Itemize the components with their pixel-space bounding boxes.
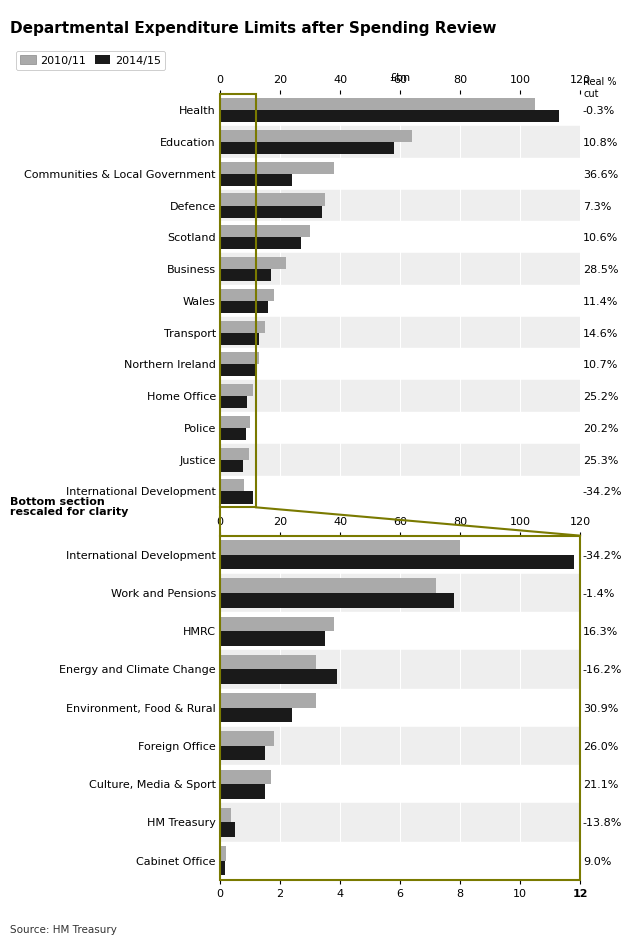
Bar bbox=[220, 285, 580, 317]
Bar bbox=[220, 803, 580, 841]
Bar bbox=[220, 222, 580, 253]
Bar bbox=[220, 593, 454, 607]
Bar bbox=[220, 769, 271, 785]
Bar bbox=[220, 861, 226, 875]
Bar bbox=[220, 321, 265, 333]
Bar bbox=[220, 491, 253, 504]
Bar bbox=[220, 190, 580, 222]
Bar bbox=[220, 353, 259, 364]
Bar bbox=[220, 536, 580, 574]
Bar bbox=[220, 707, 292, 722]
Bar bbox=[220, 238, 301, 249]
Bar bbox=[220, 765, 580, 803]
Bar bbox=[220, 333, 259, 344]
Bar bbox=[220, 317, 580, 349]
Bar bbox=[220, 574, 580, 612]
Bar bbox=[220, 110, 559, 123]
Bar bbox=[220, 416, 250, 428]
Bar bbox=[220, 130, 412, 142]
Bar bbox=[220, 732, 274, 746]
Bar bbox=[220, 448, 249, 459]
Bar bbox=[220, 98, 535, 110]
Bar bbox=[220, 785, 265, 799]
Bar bbox=[220, 225, 310, 238]
Bar bbox=[220, 206, 322, 218]
Text: rescaled for clarity: rescaled for clarity bbox=[10, 507, 128, 518]
Bar bbox=[220, 301, 268, 313]
Bar bbox=[220, 269, 271, 281]
Bar bbox=[220, 822, 235, 837]
Bar bbox=[220, 257, 286, 269]
Bar bbox=[220, 364, 254, 376]
Text: Source: HM Treasury: Source: HM Treasury bbox=[10, 925, 117, 935]
Bar bbox=[220, 475, 580, 507]
Bar bbox=[220, 554, 574, 570]
Bar bbox=[220, 727, 580, 765]
Bar bbox=[220, 157, 580, 190]
Bar bbox=[220, 94, 580, 126]
Bar bbox=[220, 746, 265, 760]
Bar bbox=[220, 459, 243, 472]
Bar bbox=[220, 126, 580, 157]
Bar bbox=[220, 808, 231, 822]
Bar bbox=[220, 349, 580, 380]
Bar bbox=[220, 253, 580, 285]
Bar bbox=[220, 670, 337, 684]
Bar bbox=[220, 174, 292, 186]
Text: Real %
cut: Real % cut bbox=[583, 77, 617, 99]
Bar bbox=[220, 655, 316, 670]
Bar bbox=[220, 578, 436, 593]
Text: £bn: £bn bbox=[389, 73, 411, 83]
Bar bbox=[220, 412, 580, 444]
Bar bbox=[220, 428, 246, 440]
Bar bbox=[220, 612, 580, 651]
Bar bbox=[220, 161, 334, 174]
Legend: 2010/11, 2014/15: 2010/11, 2014/15 bbox=[16, 51, 165, 70]
Bar bbox=[220, 688, 580, 727]
Text: Departmental Expenditure Limits after Spending Review: Departmental Expenditure Limits after Sp… bbox=[10, 21, 496, 36]
Bar bbox=[220, 380, 580, 412]
Bar bbox=[220, 384, 253, 396]
Bar bbox=[220, 631, 325, 646]
Bar bbox=[220, 846, 226, 861]
Bar bbox=[220, 479, 244, 491]
Bar bbox=[220, 651, 580, 688]
Bar bbox=[220, 193, 325, 206]
Bar bbox=[220, 693, 316, 707]
Bar bbox=[220, 617, 334, 631]
Bar bbox=[220, 289, 274, 301]
Bar bbox=[220, 396, 247, 408]
Bar bbox=[220, 540, 460, 554]
Bar bbox=[220, 444, 580, 475]
Bar bbox=[220, 841, 580, 880]
Text: Bottom section: Bottom section bbox=[10, 497, 105, 507]
Bar bbox=[220, 142, 394, 154]
